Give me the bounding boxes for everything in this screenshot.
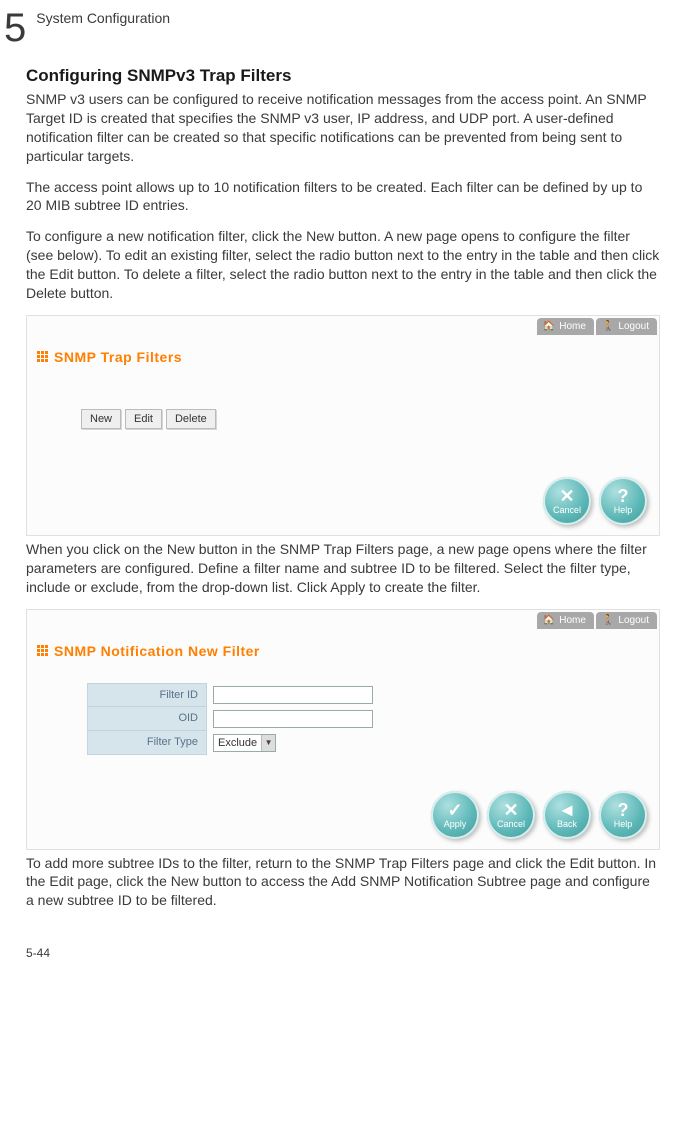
help-icon: ?	[618, 801, 629, 819]
edit-button[interactable]: Edit	[125, 409, 162, 429]
logout-icon: 🚶	[602, 321, 614, 332]
home-icon: 🏠	[543, 615, 555, 626]
logout-icon: 🚶	[602, 615, 614, 626]
cancel-icon: ✕	[503, 801, 518, 819]
cancel-button[interactable]: ✕ Cancel	[487, 791, 535, 839]
apply-button[interactable]: ✓ Apply	[431, 791, 479, 839]
home-tab-label: Home	[559, 615, 586, 626]
delete-button[interactable]: Delete	[166, 409, 216, 429]
drag-handle-icon	[37, 645, 48, 656]
help-label: Help	[614, 819, 633, 829]
chapter-number: 5	[4, 8, 26, 48]
paragraph: To configure a new notification filter, …	[26, 227, 660, 303]
paragraph: SNMP v3 users can be configured to recei…	[26, 90, 660, 166]
filter-type-select[interactable]: Exclude ▼	[213, 734, 276, 752]
panel-title: SNMP Notification New Filter	[54, 643, 260, 659]
help-label: Help	[614, 505, 633, 515]
home-icon: 🏠	[543, 321, 555, 332]
page-number: 5-44	[26, 946, 660, 960]
screenshot-snmp-trap-filters: 🏠 Home 🚶 Logout SNMP Trap Filters New Ed…	[26, 315, 660, 536]
home-tab[interactable]: 🏠 Home	[537, 612, 594, 629]
back-label: Back	[557, 819, 577, 829]
logout-tab-label: Logout	[618, 615, 649, 626]
home-tab-label: Home	[559, 321, 586, 332]
oid-label: OID	[87, 707, 207, 731]
help-icon: ?	[618, 487, 629, 505]
panel-title: SNMP Trap Filters	[54, 349, 182, 365]
apply-icon: ✓	[447, 801, 462, 819]
logout-tab-label: Logout	[618, 321, 649, 332]
cancel-label: Cancel	[553, 505, 581, 515]
help-button[interactable]: ? Help	[599, 791, 647, 839]
filter-type-label: Filter Type	[87, 731, 207, 755]
logout-tab[interactable]: 🚶 Logout	[596, 318, 657, 335]
home-tab[interactable]: 🏠 Home	[537, 318, 594, 335]
cancel-icon: ✕	[559, 487, 574, 505]
filter-id-label: Filter ID	[87, 683, 207, 707]
paragraph: To add more subtree IDs to the filter, r…	[26, 854, 660, 911]
oid-input[interactable]	[213, 710, 373, 728]
cancel-button[interactable]: ✕ Cancel	[543, 477, 591, 525]
paragraph: The access point allows up to 10 notific…	[26, 178, 660, 216]
new-button[interactable]: New	[81, 409, 121, 429]
apply-label: Apply	[444, 819, 467, 829]
back-icon: ◄	[558, 801, 576, 819]
drag-handle-icon	[37, 351, 48, 362]
filter-type-value: Exclude	[214, 737, 261, 749]
chevron-down-icon: ▼	[261, 735, 275, 751]
cancel-label: Cancel	[497, 819, 525, 829]
back-button[interactable]: ◄ Back	[543, 791, 591, 839]
logout-tab[interactable]: 🚶 Logout	[596, 612, 657, 629]
chapter-title: System Configuration	[36, 10, 170, 26]
screenshot-snmp-notification-new-filter: 🏠 Home 🚶 Logout SNMP Notification New Fi…	[26, 609, 660, 850]
section-heading: Configuring SNMPv3 Trap Filters	[26, 66, 660, 86]
help-button[interactable]: ? Help	[599, 477, 647, 525]
paragraph: When you click on the New button in the …	[26, 540, 660, 597]
filter-id-input[interactable]	[213, 686, 373, 704]
